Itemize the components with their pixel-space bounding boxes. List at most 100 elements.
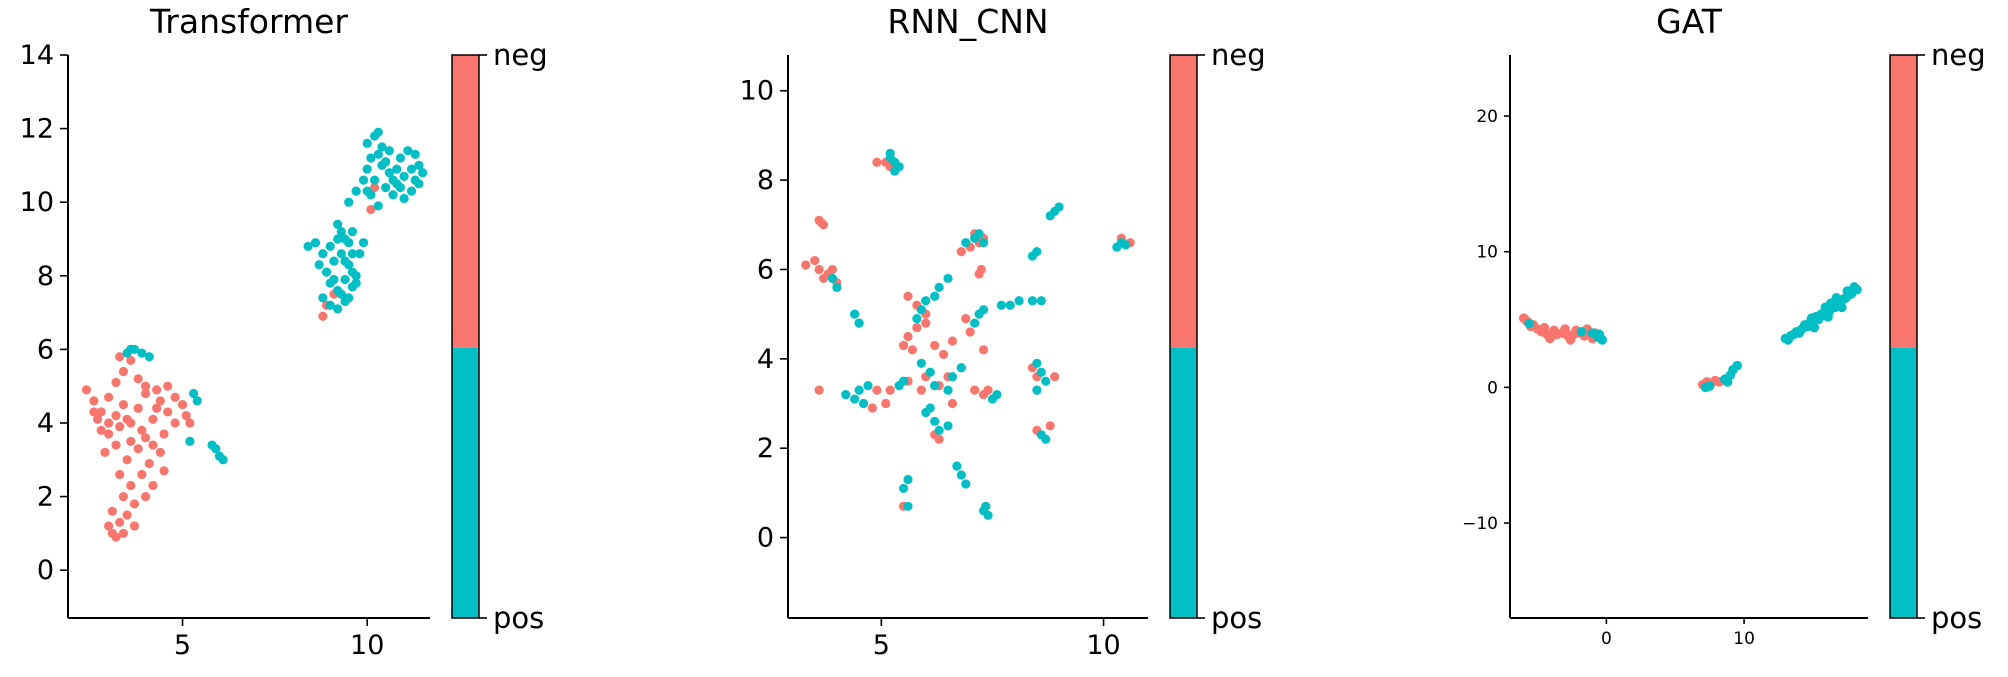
point-pos — [1826, 298, 1836, 309]
colorbar-neg-segment — [1890, 55, 1917, 348]
point-neg — [122, 414, 132, 424]
point-neg — [318, 311, 328, 321]
point-neg — [122, 455, 132, 465]
point-neg — [89, 407, 99, 417]
y-tick-label: 12 — [20, 114, 54, 145]
point-pos — [410, 175, 420, 185]
point-pos — [1576, 326, 1587, 337]
point-neg — [159, 429, 169, 439]
point-pos — [943, 421, 953, 431]
point-neg — [111, 532, 121, 542]
point-pos — [377, 160, 387, 170]
point-pos — [340, 274, 350, 285]
point-neg — [1539, 322, 1550, 333]
point-neg — [104, 392, 114, 402]
point-pos — [1036, 367, 1046, 377]
point-pos — [1027, 296, 1038, 306]
point-pos — [369, 175, 380, 185]
point-neg — [115, 352, 125, 362]
point-pos — [1041, 434, 1051, 444]
point-pos — [1799, 320, 1810, 330]
point-neg — [938, 349, 949, 359]
point-pos — [137, 348, 147, 358]
point-pos — [930, 291, 940, 301]
point-pos — [126, 344, 136, 354]
point-pos — [325, 300, 335, 310]
colorbar-label-pos: pos — [1931, 601, 1982, 635]
colorbar-neg-segment — [452, 55, 479, 348]
point-neg — [978, 345, 989, 355]
chart-title: Transformer — [149, 2, 348, 41]
point-pos — [347, 267, 358, 277]
point-neg — [912, 322, 922, 333]
panel-gat: GAT −10 0 10 20 0 10 neg pos — [1462, 2, 1986, 649]
point-pos — [336, 227, 346, 237]
point-neg — [148, 440, 158, 450]
point-pos — [996, 300, 1006, 310]
point-pos — [1809, 322, 1820, 333]
point-pos — [207, 440, 217, 450]
point-pos — [344, 197, 354, 207]
colorbar-pos-segment — [1890, 347, 1917, 618]
point-pos — [406, 164, 417, 174]
point-pos — [943, 273, 953, 284]
point-pos — [827, 273, 838, 284]
y-tick-label: 6 — [37, 334, 54, 365]
point-neg — [872, 385, 882, 395]
point-neg — [170, 392, 180, 402]
point-neg — [185, 418, 195, 428]
point-pos — [1732, 360, 1742, 371]
point-pos — [850, 394, 860, 404]
point-neg — [947, 336, 958, 346]
point-neg — [100, 447, 110, 458]
point-pos — [373, 149, 383, 159]
point-pos — [392, 164, 402, 174]
point-neg — [111, 377, 121, 388]
point-neg — [155, 396, 165, 406]
point-neg — [1565, 335, 1576, 345]
point-pos — [1806, 313, 1817, 323]
point-pos — [351, 278, 361, 288]
point-pos — [406, 186, 417, 196]
point-pos — [858, 398, 869, 409]
point-pos — [1837, 302, 1847, 313]
point-pos — [916, 358, 926, 368]
point-neg — [81, 385, 92, 395]
point-neg — [801, 260, 811, 270]
point-pos — [854, 318, 864, 328]
point-pos — [355, 249, 365, 259]
point-neg — [814, 264, 824, 275]
point-pos — [1036, 296, 1046, 306]
point-neg — [133, 444, 143, 454]
point-pos — [414, 160, 424, 170]
point-neg — [934, 434, 944, 444]
colorbar-frame — [1169, 54, 1198, 619]
point-pos — [329, 274, 339, 285]
colorbar-pos-segment — [452, 347, 479, 618]
y-tick-label: 10 — [740, 76, 774, 107]
x-tick-label: 0 — [1601, 629, 1612, 649]
point-neg — [947, 398, 958, 409]
point-pos — [310, 238, 321, 248]
point-pos — [974, 229, 984, 239]
point-neg — [144, 458, 154, 469]
point-pos — [1032, 385, 1042, 395]
colorbar-label-pos: pos — [1211, 601, 1262, 635]
point-neg — [885, 385, 895, 395]
point-neg — [126, 355, 136, 366]
point-pos — [890, 166, 900, 176]
point-pos — [362, 186, 372, 196]
point-neg — [104, 429, 114, 439]
point-pos — [329, 256, 339, 266]
point-neg — [961, 314, 971, 324]
point-neg — [916, 385, 926, 395]
point-pos — [1823, 312, 1833, 322]
point-neg — [129, 499, 140, 509]
colorbar-label-neg: neg — [493, 38, 548, 72]
x-tick-label: 10 — [1086, 630, 1120, 661]
y-tick-label: 8 — [757, 165, 774, 196]
point-neg — [129, 521, 140, 531]
point-neg — [867, 403, 878, 413]
point-neg — [907, 345, 918, 355]
